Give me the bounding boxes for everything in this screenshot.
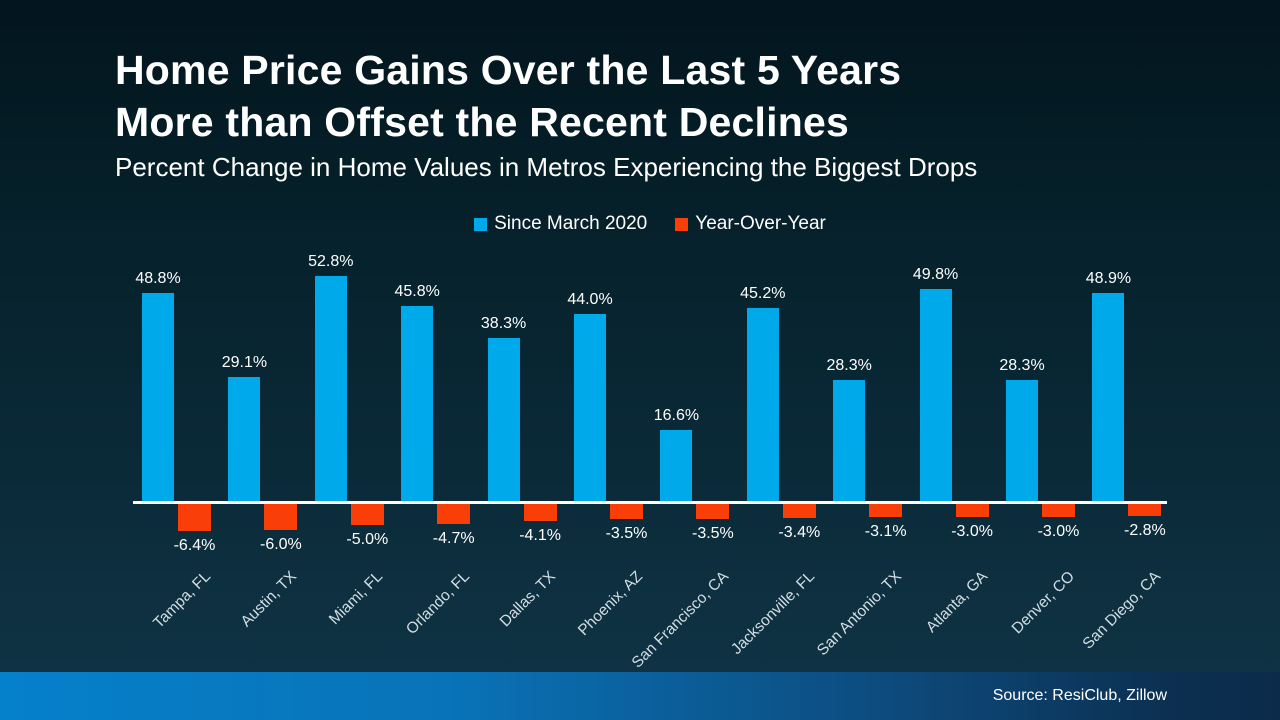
bar-value-label: 45.2% [740, 285, 786, 303]
bar-value-label: -3.4% [778, 524, 821, 542]
bar-since-march-2020 [746, 308, 779, 501]
bar-year-over-year [350, 504, 384, 526]
bar-value-label: 45.8% [394, 282, 440, 300]
bar-since-march-2020 [833, 380, 866, 501]
legend-item-since-march-2020: Since March 2020 [474, 213, 647, 235]
bar-value-label: -3.5% [605, 524, 648, 542]
legend-label: Since March 2020 [494, 213, 648, 234]
bar-value-label: -3.0% [951, 522, 993, 540]
bar-value-label: 28.3% [826, 357, 872, 375]
footer-band: Source: ResiClub, Zillow [0, 672, 1280, 720]
bar-since-march-2020 [919, 288, 952, 501]
bar-since-march-2020 [574, 313, 606, 501]
x-axis-line [133, 501, 1167, 504]
bar-since-march-2020 [1006, 380, 1038, 501]
chart-title-line-1: Home Price Gains Over the Last 5 Years [115, 47, 902, 93]
bar-year-over-year [869, 504, 903, 518]
bar-value-label: 28.3% [999, 357, 1045, 375]
bar-value-label: -6.4% [173, 537, 216, 555]
bar-since-march-2020 [142, 293, 174, 501]
bar-year-over-year [610, 504, 643, 519]
bar-value-label: -3.1% [864, 523, 907, 541]
bar-since-march-2020 [660, 430, 693, 501]
bar-year-over-year [696, 504, 730, 519]
bar-year-over-year [782, 504, 816, 519]
bar-year-over-year [437, 504, 471, 525]
source-label: Source: ResiClub, Zillow [992, 687, 1167, 704]
bar-value-label: -6.0% [259, 535, 302, 553]
bar-value-label: 48.9% [1085, 269, 1132, 287]
legend-swatch-blue-icon [474, 217, 488, 231]
bar-year-over-year [1042, 504, 1075, 517]
chart-title-line-2: More than Offset the Recent Declines [115, 99, 849, 145]
bar-value-label: 52.8% [308, 253, 354, 271]
bar-value-label: -3.5% [691, 524, 734, 542]
bar-since-march-2020 [487, 337, 520, 501]
legend-swatch-orange-icon [675, 217, 689, 231]
bar-year-over-year [1128, 504, 1162, 516]
bar-value-label: 49.8% [912, 265, 959, 283]
legend-item-year-over-year: Year-Over-Year [675, 213, 826, 235]
bar-value-label: 48.8% [135, 270, 181, 288]
bar-year-over-year [523, 504, 557, 522]
bar-value-label: 44.0% [567, 290, 613, 308]
chart-title: Home Price Gains Over the Last 5 Years M… [115, 44, 901, 148]
bar-since-march-2020 [314, 276, 347, 501]
bar-value-label: 29.1% [221, 354, 268, 372]
legend-label: Year-Over-Year [695, 213, 826, 234]
bar-year-over-year [955, 504, 989, 517]
bar-value-label: -4.7% [432, 530, 475, 548]
bar-value-label: -2.8% [1123, 521, 1166, 539]
bar-value-label: -3.0% [1037, 522, 1080, 540]
bar-value-label: -5.0% [346, 531, 389, 549]
bar-since-march-2020 [1092, 292, 1125, 501]
bar-year-over-year [178, 504, 211, 532]
bar-year-over-year [264, 504, 298, 530]
bar-value-label: 16.6% [653, 407, 700, 425]
chart-legend: Since March 2020 Year-Over-Year [133, 211, 1167, 237]
bar-since-march-2020 [401, 305, 434, 501]
bar-value-label: 38.3% [480, 314, 527, 332]
bar-value-label: -4.1% [519, 527, 561, 545]
bar-since-march-2020 [228, 377, 261, 501]
chart-subtitle: Percent Change in Home Values in Metros … [115, 152, 978, 182]
